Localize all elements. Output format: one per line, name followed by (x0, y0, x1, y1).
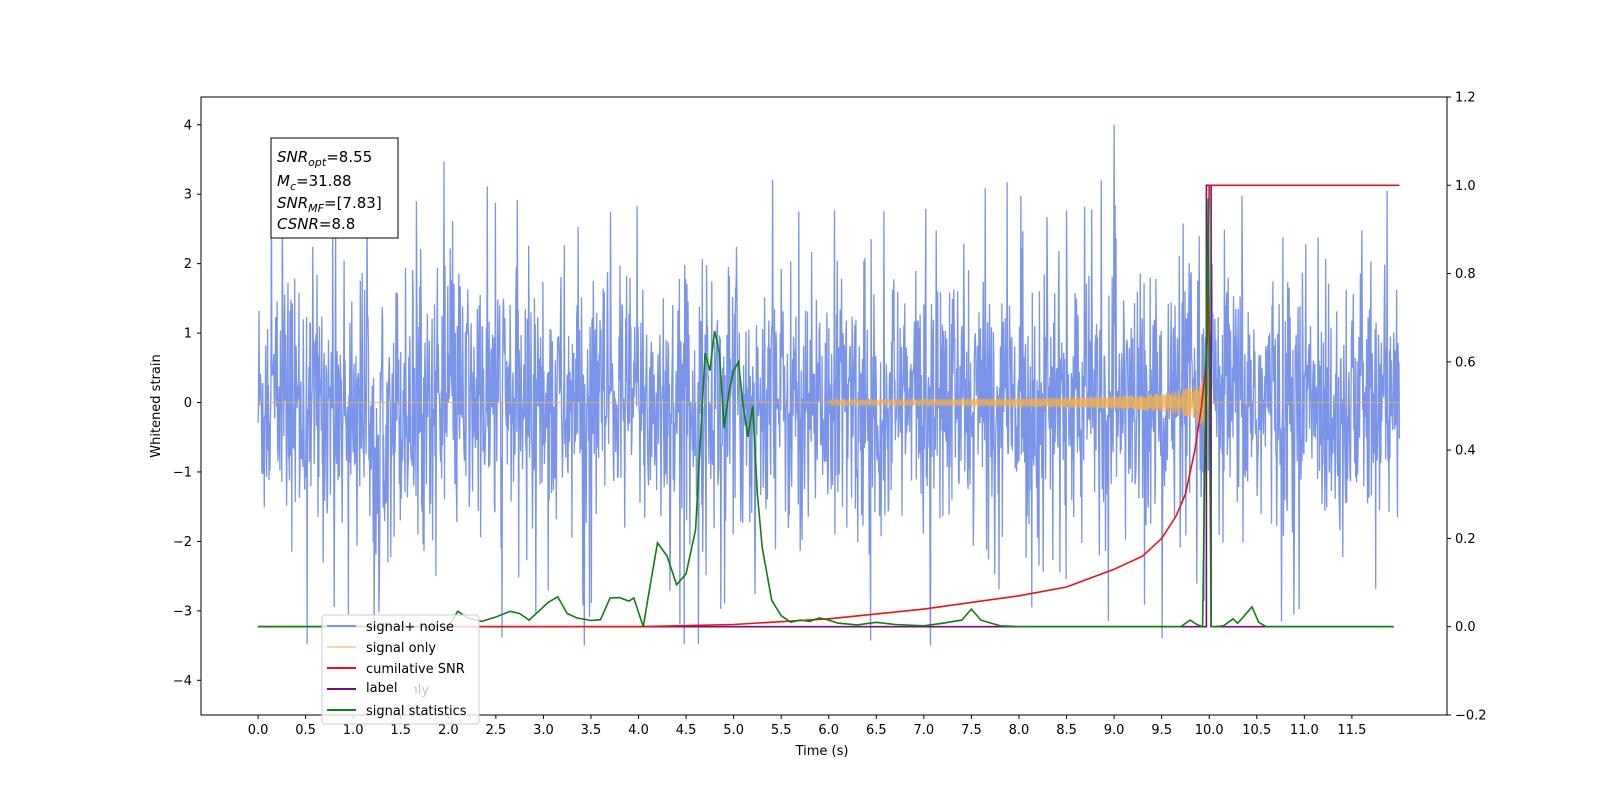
x-tick-label: 6.5 (866, 723, 887, 738)
y-tick-label: −3 (173, 604, 192, 619)
x-tick-label: 5.0 (723, 723, 744, 738)
legend-label-signal-statistics: signal statistics (366, 704, 467, 719)
y-tick-label: 1 (184, 327, 192, 342)
legend: signal+ noise signal only cumilative SNR… (321, 614, 480, 725)
y-axis-label: Whitened strain (149, 354, 164, 457)
y2-tick-label: 1.0 (1455, 179, 1476, 194)
x-tick-label: 0.5 (295, 723, 316, 738)
y-tick-label: −1 (173, 465, 192, 480)
y2-tick-label: 1.2 (1455, 91, 1476, 106)
x-tick-label: 2.5 (486, 723, 507, 738)
x-tick-label: 10.5 (1242, 723, 1271, 738)
y-tick-label: 0 (184, 396, 192, 411)
y2-tick-label: 0.4 (1455, 444, 1476, 459)
x-tick-label: 7.0 (914, 723, 935, 738)
x-tick-label: 4.0 (628, 723, 649, 738)
x-axis-label: Time (s) (795, 744, 849, 759)
x-tick-label: 11.5 (1337, 723, 1366, 738)
x-axis: 0.0 0.5 1.0 1.5 2.0 2.5 3.0 3.5 4.0 4.5 5.0 5.5 6.0 6… (248, 715, 1366, 738)
x-tick-label: 0.0 (248, 723, 269, 738)
x-tick-label: 3.0 (533, 723, 554, 738)
y-tick-label: −4 (173, 674, 192, 689)
y2-tick-label: −0.2 (1455, 709, 1487, 724)
x-tick-label: 8.5 (1056, 723, 1077, 738)
x-tick-label: 3.5 (581, 723, 602, 738)
x-tick-label: 8.0 (1009, 723, 1030, 738)
x-tick-label: 11.0 (1290, 723, 1319, 738)
x-tick-label: 6.0 (818, 723, 839, 738)
x-tick-label: 10.0 (1195, 723, 1224, 738)
annotation-snr-opt: SNRopt=8.55 (277, 148, 372, 169)
y-axis-right: 1.2 1.0 0.8 0.6 0.4 0.2 0.0 −0.2 (1447, 91, 1487, 724)
annotation-snr-mf: SNRMF=[7.83] (277, 194, 382, 215)
series-cumulative-snr (258, 184, 1400, 628)
x-tick-label: 1.5 (390, 723, 411, 738)
x-tick-label: 9.0 (1104, 723, 1125, 738)
plot-area (257, 124, 1401, 646)
x-tick-label: 9.5 (1151, 723, 1172, 738)
x-tick-label: 7.5 (961, 723, 982, 738)
plot-frame (200, 96, 1448, 716)
annotation-csnr: CSNR=8.8 (277, 215, 355, 233)
legend-label-cumulative-snr: cumilative SNR (366, 662, 465, 677)
legend-label-signal-only: signal only (366, 641, 436, 656)
x-tick-label: 1.0 (343, 723, 364, 738)
y2-tick-label: 0.8 (1455, 267, 1476, 282)
x-tick-label: 4.5 (676, 723, 697, 738)
annotation-mc: Mc=31.88 (277, 172, 352, 193)
y-tick-label: −2 (173, 535, 192, 550)
x-tick-label: 2.0 (438, 723, 459, 738)
y2-tick-label: 0.2 (1455, 532, 1476, 547)
x-tick-label: 5.5 (771, 723, 792, 738)
y-axis-left: 4 3 2 1 0 −1 −2 −3 −4 (173, 118, 201, 689)
annotation-box: SNRopt=8.55 Mc=31.88 SNRMF=[7.83] CSNR=8… (270, 137, 399, 239)
legend-label-label: label (366, 681, 397, 696)
legend-label-signal-noise: signal+ noise (366, 620, 454, 635)
series-signal-statistics (258, 198, 1394, 628)
y-tick-label: 2 (184, 257, 192, 272)
y2-tick-label: 0.0 (1455, 620, 1476, 635)
y2-tick-label: 0.6 (1455, 355, 1476, 370)
y-tick-label: 3 (184, 188, 192, 203)
y-tick-label: 4 (184, 118, 192, 133)
